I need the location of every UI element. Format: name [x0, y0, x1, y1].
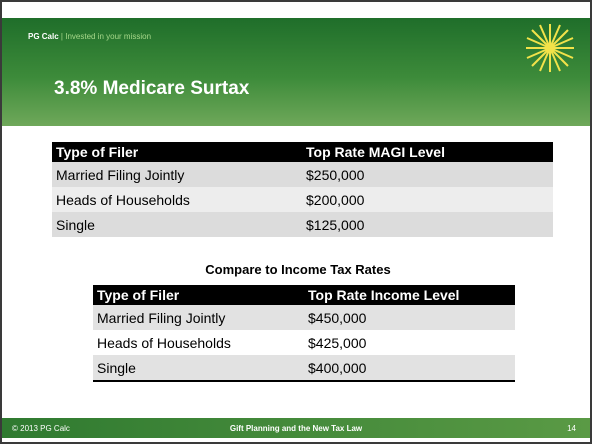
table-income: Type of Filer Top Rate Income Level Marrie… — [93, 285, 515, 382]
column-header: Type of Filer — [56, 144, 139, 160]
table-surtax: Type of Filer Top Rate MAGI Level Married … — [52, 142, 553, 237]
rays — [526, 24, 574, 72]
column-header: Top Rate MAGI Level — [306, 144, 445, 160]
header-band — [2, 18, 590, 126]
footer-title: Gift Planning and the New Tax Law — [229, 424, 363, 433]
column-header: Top Rate Income Level — [308, 287, 460, 303]
brand-line: PG Calc | Invested in your mission — [28, 32, 151, 41]
table-row: Heads of Households $425,000 — [93, 330, 515, 355]
table-cell: $125,000 — [306, 216, 365, 233]
table-cell: Single — [56, 216, 95, 233]
page-number: 14 — [567, 424, 576, 433]
slide-title: 3.8% Medicare Surtax — [54, 78, 250, 99]
table-cell: $250,000 — [306, 166, 365, 183]
column-header: Type of Filer — [97, 287, 180, 303]
subtitle: Compare to Income Tax Rates — [205, 262, 391, 277]
table-row: Single $125,000 — [52, 212, 553, 237]
brand: PG Calc — [28, 32, 59, 41]
table-cell: Married Filing Jointly — [97, 309, 226, 326]
table-cell: Married Filing Jointly — [56, 166, 185, 183]
sunburst — [526, 24, 574, 72]
separator: | — [60, 32, 63, 41]
table-cell: $450,000 — [308, 309, 367, 326]
table-cell: Heads of Households — [97, 334, 231, 351]
tagline: Invested in your mission — [65, 32, 152, 41]
table-row: Married Filing Jointly $250,000 — [52, 162, 553, 187]
table-cell: $200,000 — [306, 191, 365, 208]
table-row: Single $400,000 — [93, 355, 515, 380]
table-row: Married Filing Jointly $450,000 — [93, 305, 515, 330]
copyright: © 2013 PG Calc — [12, 424, 70, 433]
table-cell: Single — [97, 359, 136, 376]
header-row: Type of Filer Top Rate MAGI Level — [52, 142, 553, 162]
table-cell: $425,000 — [308, 334, 367, 351]
table-cell: $400,000 — [308, 359, 367, 376]
header-row: Type of Filer Top Rate Income Level — [93, 285, 515, 305]
footer: © 2013 PG Calc Gift Planning and the New… — [2, 418, 590, 438]
table-row: Heads of Households $200,000 — [52, 187, 553, 212]
table-cell: Heads of Households — [56, 191, 190, 208]
